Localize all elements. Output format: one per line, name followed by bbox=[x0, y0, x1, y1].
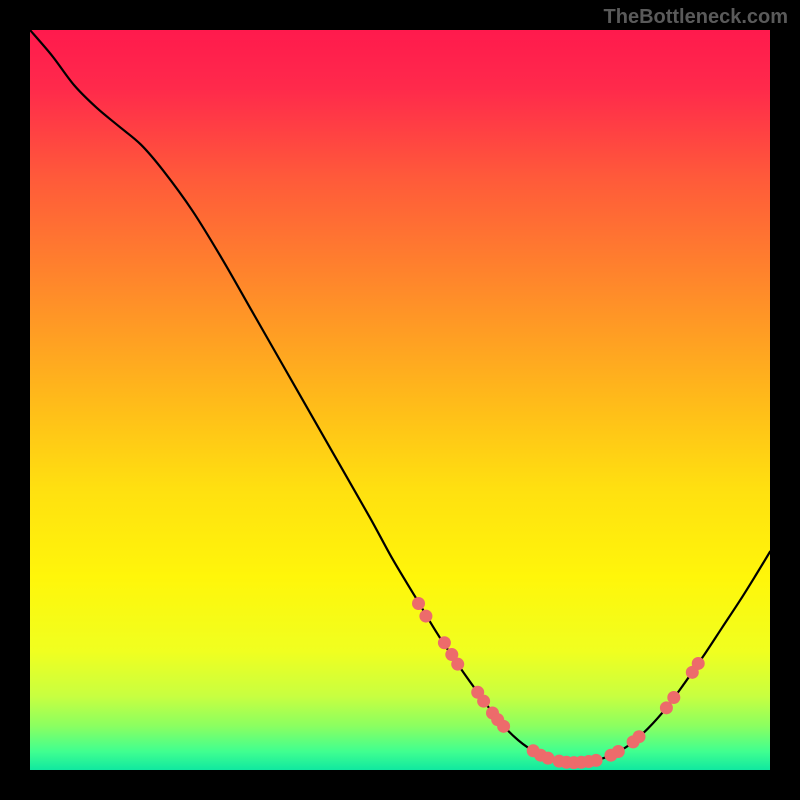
data-marker bbox=[412, 597, 425, 610]
data-marker bbox=[419, 610, 432, 623]
data-marker bbox=[590, 754, 603, 767]
data-marker bbox=[451, 658, 464, 671]
data-marker bbox=[633, 730, 646, 743]
chart-svg bbox=[30, 30, 770, 770]
data-marker bbox=[438, 636, 451, 649]
data-marker bbox=[692, 657, 705, 670]
data-marker bbox=[497, 720, 510, 733]
data-marker bbox=[542, 752, 555, 765]
chart-background bbox=[30, 30, 770, 770]
data-marker bbox=[667, 691, 680, 704]
plot-area bbox=[30, 30, 770, 770]
data-marker bbox=[612, 745, 625, 758]
data-marker bbox=[477, 695, 490, 708]
attribution-label: TheBottleneck.com bbox=[604, 6, 788, 29]
chart-frame: TheBottleneck.com bbox=[0, 0, 800, 800]
